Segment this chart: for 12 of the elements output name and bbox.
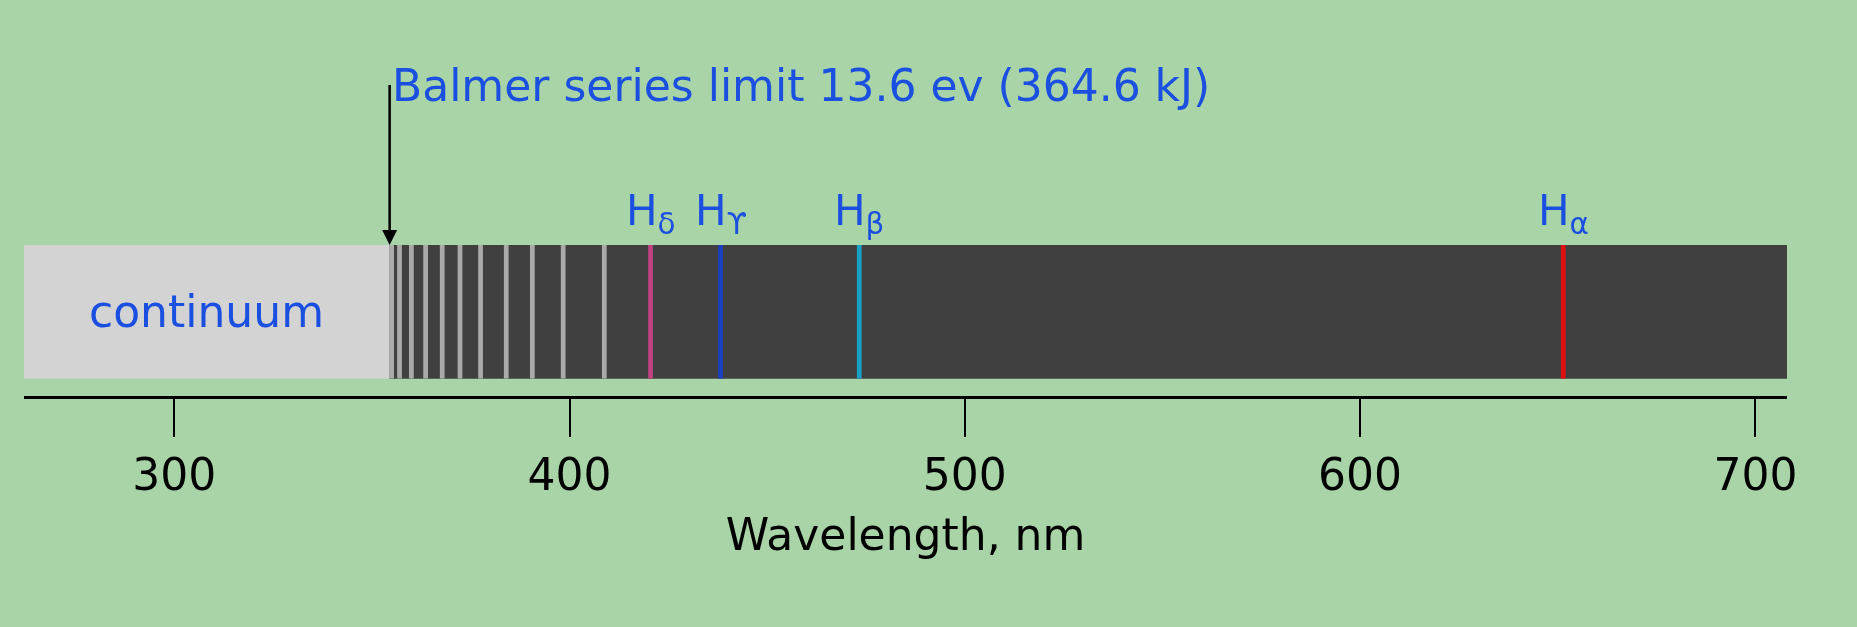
series-label: H$_{ϒ}$: [695, 186, 748, 241]
series-label: H$_{δ}$: [626, 186, 676, 241]
x-tick-label: 600: [1318, 448, 1403, 500]
x-tick-label: 400: [527, 448, 612, 500]
band-label: continuum: [89, 286, 324, 337]
series-label: H$_{α}$: [1538, 186, 1589, 241]
text: Balmer series limit 13.6 ev (364.6 kJ): [392, 60, 1211, 111]
x-tick-label: 300: [132, 448, 217, 500]
series-label: H$_{β}$: [834, 186, 885, 241]
x-tick-label: 500: [922, 448, 1007, 500]
x-axis-title: Wavelength, nm: [725, 509, 1086, 561]
x-tick-label: 700: [1713, 448, 1798, 500]
